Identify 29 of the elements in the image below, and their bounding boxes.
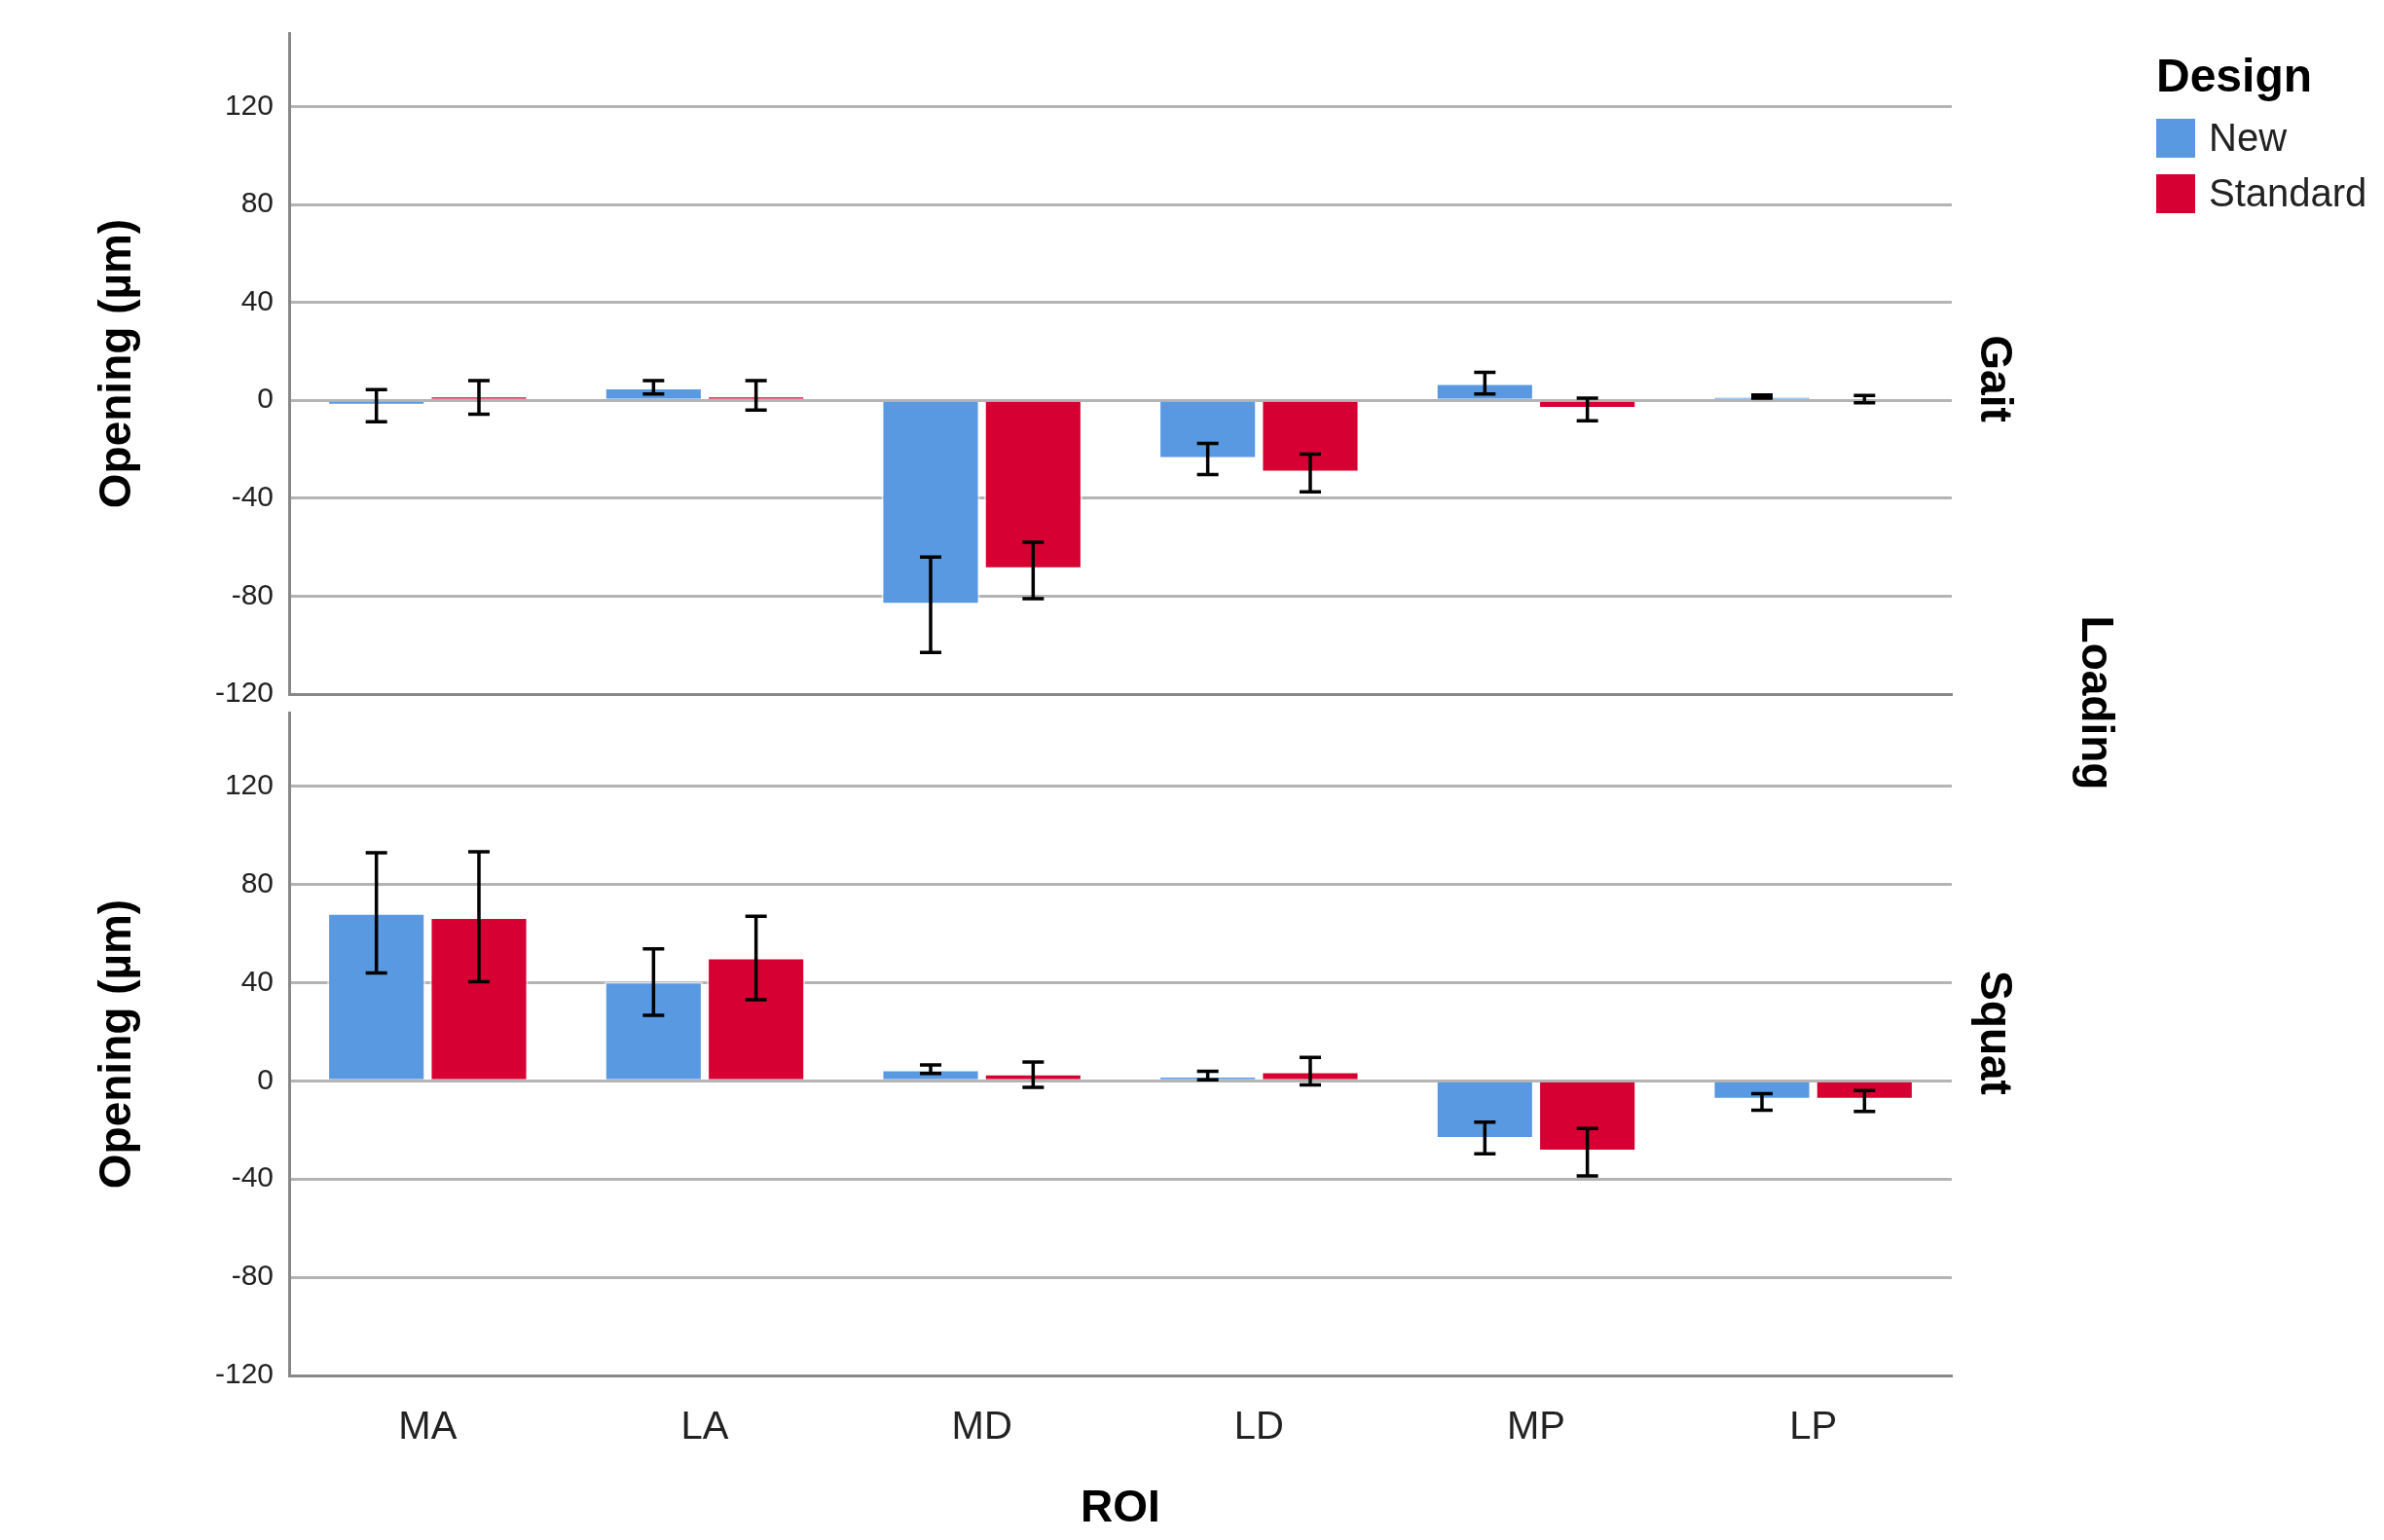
x-tick-label: LD [1233,1404,1284,1448]
x-tick-label: MD [951,1404,1012,1448]
x-tick-label: MP [1507,1404,1565,1448]
legend-label: New [2209,116,2288,160]
x-tick-label: MA [398,1404,458,1448]
text: Loading [2072,615,2124,790]
y-tick-label: 80 [240,865,274,898]
y-tick-label: 120 [224,767,274,800]
y-tick-label: 40 [240,964,274,997]
y-tick-label: 0 [257,382,274,415]
x-axis-title: ROI [1081,1481,1160,1532]
y-axis-title: Opening (µm) [90,898,141,1190]
y-tick-label: -40 [231,480,274,513]
y-tick-label: 0 [257,1062,274,1095]
y-tick-label: -120 [214,676,274,709]
y-tick-label: -80 [231,577,274,610]
y-tick-label: -120 [214,1357,274,1390]
y-tick-label: 40 [240,283,274,316]
legend-label: Standard [2209,171,2367,215]
x-tick-label: LA [680,1404,729,1448]
y-axis-title: Opening (µm) [90,218,141,509]
text: Squat [1970,971,2023,1095]
y-tick-label: -40 [231,1160,274,1193]
y-tick-label: 120 [224,88,274,121]
x-tick-label: LP [1789,1404,1838,1448]
y-tick-label: 80 [240,186,274,219]
y-tick-label: -80 [231,1259,274,1292]
text: Gait [1970,335,2023,422]
legend-title: Design [2156,49,2314,102]
